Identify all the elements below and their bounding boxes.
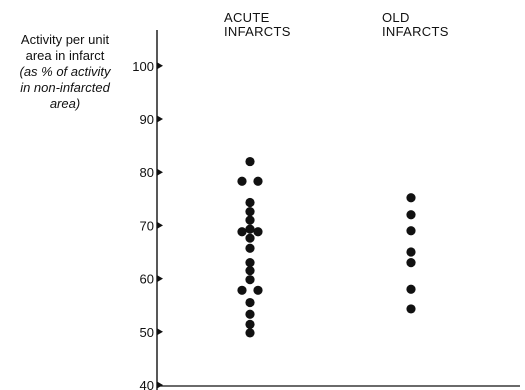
data-point <box>237 227 247 237</box>
y-tick-mark <box>157 275 163 283</box>
data-point <box>245 233 255 243</box>
data-point <box>406 210 416 220</box>
data-point <box>245 297 255 308</box>
data-point <box>237 176 247 186</box>
category-label-line: INFARCTS <box>382 24 449 39</box>
data-point <box>245 258 255 268</box>
data-point <box>406 226 416 236</box>
data-point <box>245 206 255 217</box>
y-tick-mark <box>157 115 163 123</box>
y-tick-label: 40 <box>140 378 154 390</box>
data-point <box>245 328 255 338</box>
y-tick-label: 50 <box>140 325 154 340</box>
category-label-acute: ACUTE INFARCTS <box>224 11 291 39</box>
y-tick-label: 90 <box>140 112 154 127</box>
category-label-line: ACUTE <box>224 10 270 25</box>
data-point <box>245 319 255 329</box>
y-tick-mark <box>157 168 163 176</box>
data-point <box>406 304 416 314</box>
data-point <box>245 156 255 167</box>
y-tick-label: 60 <box>140 272 154 287</box>
y-tick-mark <box>157 381 163 389</box>
data-point <box>245 275 255 285</box>
data-point <box>245 243 255 253</box>
data-points <box>237 156 416 338</box>
category-label-line: OLD <box>382 10 410 25</box>
y-axis-label-line: Activity per unit <box>20 32 110 47</box>
data-point <box>406 284 416 294</box>
data-point <box>253 285 263 295</box>
y-axis-note-line: area) <box>49 96 81 111</box>
category-label-line: INFARCTS <box>224 24 291 39</box>
y-axis-note-line: (as % of activity <box>19 64 111 79</box>
data-point <box>253 176 263 186</box>
data-point <box>245 309 255 319</box>
y-tick-mark <box>157 221 163 229</box>
y-axis-note-line: in non-infarcted <box>20 80 110 95</box>
y-tick-label: 80 <box>140 165 154 180</box>
data-point <box>245 197 255 208</box>
data-point <box>406 193 416 203</box>
y-tick-mark <box>157 62 163 70</box>
data-point <box>245 215 255 225</box>
y-tick-mark <box>157 328 163 336</box>
data-point <box>237 285 247 295</box>
axes: 40 50 60 70 80 90 100 <box>132 30 520 390</box>
y-axis-label: Activity per unit area in infarct (as % … <box>2 32 128 112</box>
y-tick-label: 100 <box>132 59 154 74</box>
y-tick-label: 70 <box>140 218 154 233</box>
data-point <box>245 224 255 234</box>
data-point <box>406 247 416 257</box>
y-axis-label-line: area in infarct <box>25 48 105 63</box>
data-point <box>253 227 263 237</box>
data-point <box>406 258 416 268</box>
category-label-old: OLD INFARCTS <box>382 11 449 39</box>
data-point <box>245 266 255 276</box>
